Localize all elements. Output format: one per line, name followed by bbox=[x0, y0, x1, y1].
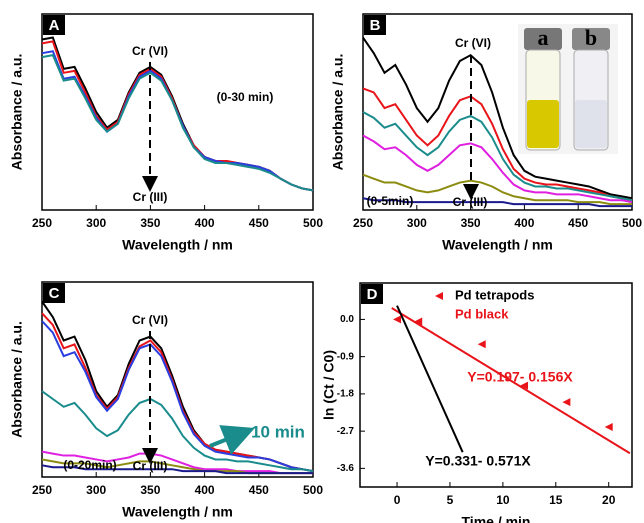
y-tick-label: -0.9 bbox=[337, 351, 355, 362]
x-axis-label: Wavelength / nm bbox=[442, 237, 553, 253]
spectrum-line bbox=[41, 300, 314, 473]
spectrum-line bbox=[362, 87, 633, 202]
inset-photo bbox=[518, 24, 618, 154]
x-tick-label: 250 bbox=[32, 483, 52, 497]
data-point bbox=[414, 317, 423, 326]
upper-label: Cr (VI) bbox=[455, 36, 491, 50]
vial-liquid bbox=[527, 100, 559, 148]
vial-cap bbox=[572, 28, 610, 50]
spectrum-line bbox=[41, 464, 313, 475]
panel-label-box bbox=[364, 15, 386, 35]
x-tick-label: 300 bbox=[86, 483, 106, 497]
legend-label: Pd tetrapods bbox=[455, 287, 534, 302]
x-tick-label: 350 bbox=[140, 216, 160, 230]
upper-label: Cr (VI) bbox=[132, 44, 168, 58]
spectrum-line bbox=[41, 50, 314, 192]
lower-label: Cr (III) bbox=[133, 190, 168, 204]
spectrum-line bbox=[362, 173, 632, 206]
fit-line bbox=[391, 307, 631, 455]
plot-frame bbox=[359, 282, 633, 488]
marked-arrow bbox=[209, 425, 255, 455]
x-axis-label: Wavelength / nm bbox=[122, 504, 233, 520]
y-tick-label: -1.8 bbox=[337, 389, 355, 400]
fit-line bbox=[396, 305, 464, 453]
y-axis-label: Absorbance / a.u. bbox=[9, 321, 25, 438]
y-axis-label: Absorbance / a.u. bbox=[9, 54, 25, 171]
x-tick-label: 300 bbox=[407, 216, 427, 230]
upper-label: Cr (VI) bbox=[132, 313, 168, 327]
inset-label: b bbox=[585, 25, 597, 50]
fit-equation: Y=0.331- 0.571X bbox=[425, 453, 531, 469]
legend-label: Pd black bbox=[455, 306, 509, 321]
spectrum-line bbox=[362, 111, 633, 202]
panel-label-box bbox=[361, 284, 383, 304]
panel-label: D bbox=[367, 286, 378, 303]
x-axis-label: Time / min bbox=[462, 514, 531, 523]
x-tick-label: 15 bbox=[549, 493, 563, 507]
spectrum-line bbox=[362, 197, 632, 208]
spectrum-line bbox=[41, 312, 314, 473]
x-tick-label: 300 bbox=[86, 216, 106, 230]
data-point bbox=[520, 381, 529, 390]
x-tick-label: 400 bbox=[195, 483, 215, 497]
y-tick-label: -2.7 bbox=[337, 426, 355, 437]
spectrum-line bbox=[362, 134, 633, 204]
data-point bbox=[562, 398, 571, 407]
x-tick-label: 0 bbox=[394, 493, 401, 507]
data-point bbox=[393, 315, 402, 324]
y-tick-label: -3.6 bbox=[337, 463, 355, 474]
x-tick-label: 350 bbox=[461, 216, 481, 230]
x-tick-label: 250 bbox=[353, 216, 373, 230]
time-range: (0-5min) bbox=[367, 194, 414, 208]
inset-label: a bbox=[538, 25, 549, 50]
legend-marker bbox=[435, 292, 443, 300]
panel-label: C bbox=[49, 285, 60, 302]
spectrum-line bbox=[41, 450, 313, 475]
time-range: (0-20min) bbox=[63, 458, 116, 472]
x-tick-label: 5 bbox=[447, 493, 454, 507]
fit-equation: Y=0.197- 0.156X bbox=[467, 369, 573, 385]
x-tick-label: 250 bbox=[32, 216, 52, 230]
vial-liquid bbox=[575, 100, 607, 148]
x-tick-label: 450 bbox=[568, 216, 588, 230]
spectrum-line bbox=[41, 390, 314, 473]
panel-label: B bbox=[370, 17, 381, 34]
x-axis-label: Wavelength / nm bbox=[122, 237, 233, 253]
panel-label-box bbox=[43, 15, 65, 35]
x-tick-label: 500 bbox=[622, 216, 642, 230]
time-range: (0-30 min) bbox=[217, 90, 274, 104]
x-tick-label: 500 bbox=[303, 483, 323, 497]
y-axis-label: Absorbance / a.u. bbox=[330, 54, 346, 171]
x-tick-label: 400 bbox=[514, 216, 534, 230]
vial-cap bbox=[524, 28, 562, 50]
plot-frame bbox=[41, 13, 314, 211]
y-tick-label: 0.0 bbox=[340, 314, 354, 325]
y-axis-label: ln (Ct / C0) bbox=[321, 350, 337, 420]
marked-time: 10 min bbox=[251, 422, 305, 441]
panel-label: A bbox=[49, 17, 60, 34]
x-tick-label: 450 bbox=[249, 216, 269, 230]
spectrum-line bbox=[41, 54, 314, 192]
lower-label: Cr (III) bbox=[453, 195, 488, 209]
x-tick-label: 500 bbox=[303, 216, 323, 230]
data-point bbox=[477, 340, 486, 349]
x-tick-label: 20 bbox=[602, 493, 616, 507]
lower-label: Cr (III) bbox=[133, 459, 168, 473]
x-tick-label: 400 bbox=[195, 216, 215, 230]
spectrum-line bbox=[362, 36, 633, 200]
x-tick-label: 350 bbox=[140, 483, 160, 497]
panel-label-box bbox=[43, 283, 65, 303]
data-point bbox=[604, 423, 613, 431]
x-tick-label: 450 bbox=[249, 483, 269, 497]
plot-frame bbox=[41, 281, 314, 478]
x-tick-label: 10 bbox=[496, 493, 510, 507]
spectrum-line bbox=[41, 320, 314, 473]
